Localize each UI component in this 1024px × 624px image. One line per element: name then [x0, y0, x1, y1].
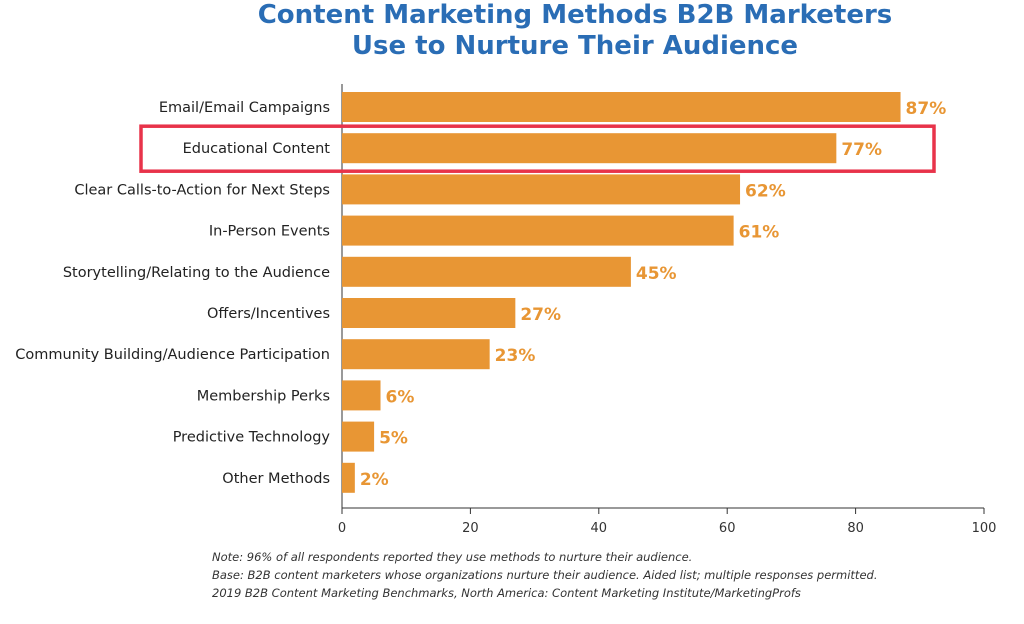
x-tick-label: 0	[338, 521, 346, 536]
bar	[342, 215, 734, 246]
bar	[342, 421, 375, 452]
x-tick-label: 60	[719, 521, 736, 536]
data-label: 2%	[360, 470, 389, 490]
data-label: 5%	[379, 429, 408, 449]
bar	[342, 462, 355, 493]
x-tick-label: 40	[591, 521, 608, 536]
category-label: Clear Calls-to-Action for Next Steps	[74, 182, 330, 198]
data-label: 77%	[841, 140, 882, 160]
x-tick-label: 20	[462, 521, 479, 536]
bar	[342, 174, 741, 205]
bar	[342, 92, 901, 122]
category-label: Other Methods	[222, 471, 330, 487]
bar	[342, 256, 631, 287]
chart-title-line-2: Use to Nurture Their Audience	[351, 31, 799, 61]
chart-notes: Note: 96% of all respondents reported th…	[212, 548, 877, 602]
category-label: Membership Perks	[197, 388, 330, 404]
category-label: Educational Content	[183, 141, 331, 157]
data-label: 23%	[495, 346, 536, 366]
category-label: In-Person Events	[209, 224, 330, 240]
category-label: Storytelling/Relating to the Audience	[63, 265, 330, 281]
x-tick-label: 80	[847, 521, 864, 536]
bar	[342, 339, 490, 370]
data-label: 27%	[520, 305, 561, 325]
category-label: Predictive Technology	[173, 430, 331, 446]
x-tick-label: 100	[972, 521, 997, 536]
base-line: Base: B2B content marketers whose organi…	[212, 568, 878, 582]
data-label: 45%	[636, 264, 677, 284]
data-label: 87%	[906, 99, 947, 119]
category-label: Email/Email Campaigns	[159, 100, 330, 116]
category-label: Offers/Incentives	[207, 306, 330, 322]
bar	[342, 298, 516, 328]
data-label: 61%	[739, 223, 780, 243]
bar	[342, 133, 837, 164]
chart-title-line-1: Content Marketing Methods B2B Marketers	[257, 0, 893, 30]
bar	[342, 380, 381, 411]
chart-title: Content Marketing Methods B2B Marketers …	[0, 0, 1024, 62]
note-line: Note: 96% of all respondents reported th…	[212, 550, 693, 564]
data-label: 6%	[386, 387, 415, 407]
highlight-box	[139, 124, 936, 173]
category-label: Community Building/Audience Participatio…	[15, 347, 330, 363]
source-line: 2019 B2B Content Marketing Benchmarks, N…	[212, 586, 801, 600]
data-label: 62%	[745, 181, 786, 201]
